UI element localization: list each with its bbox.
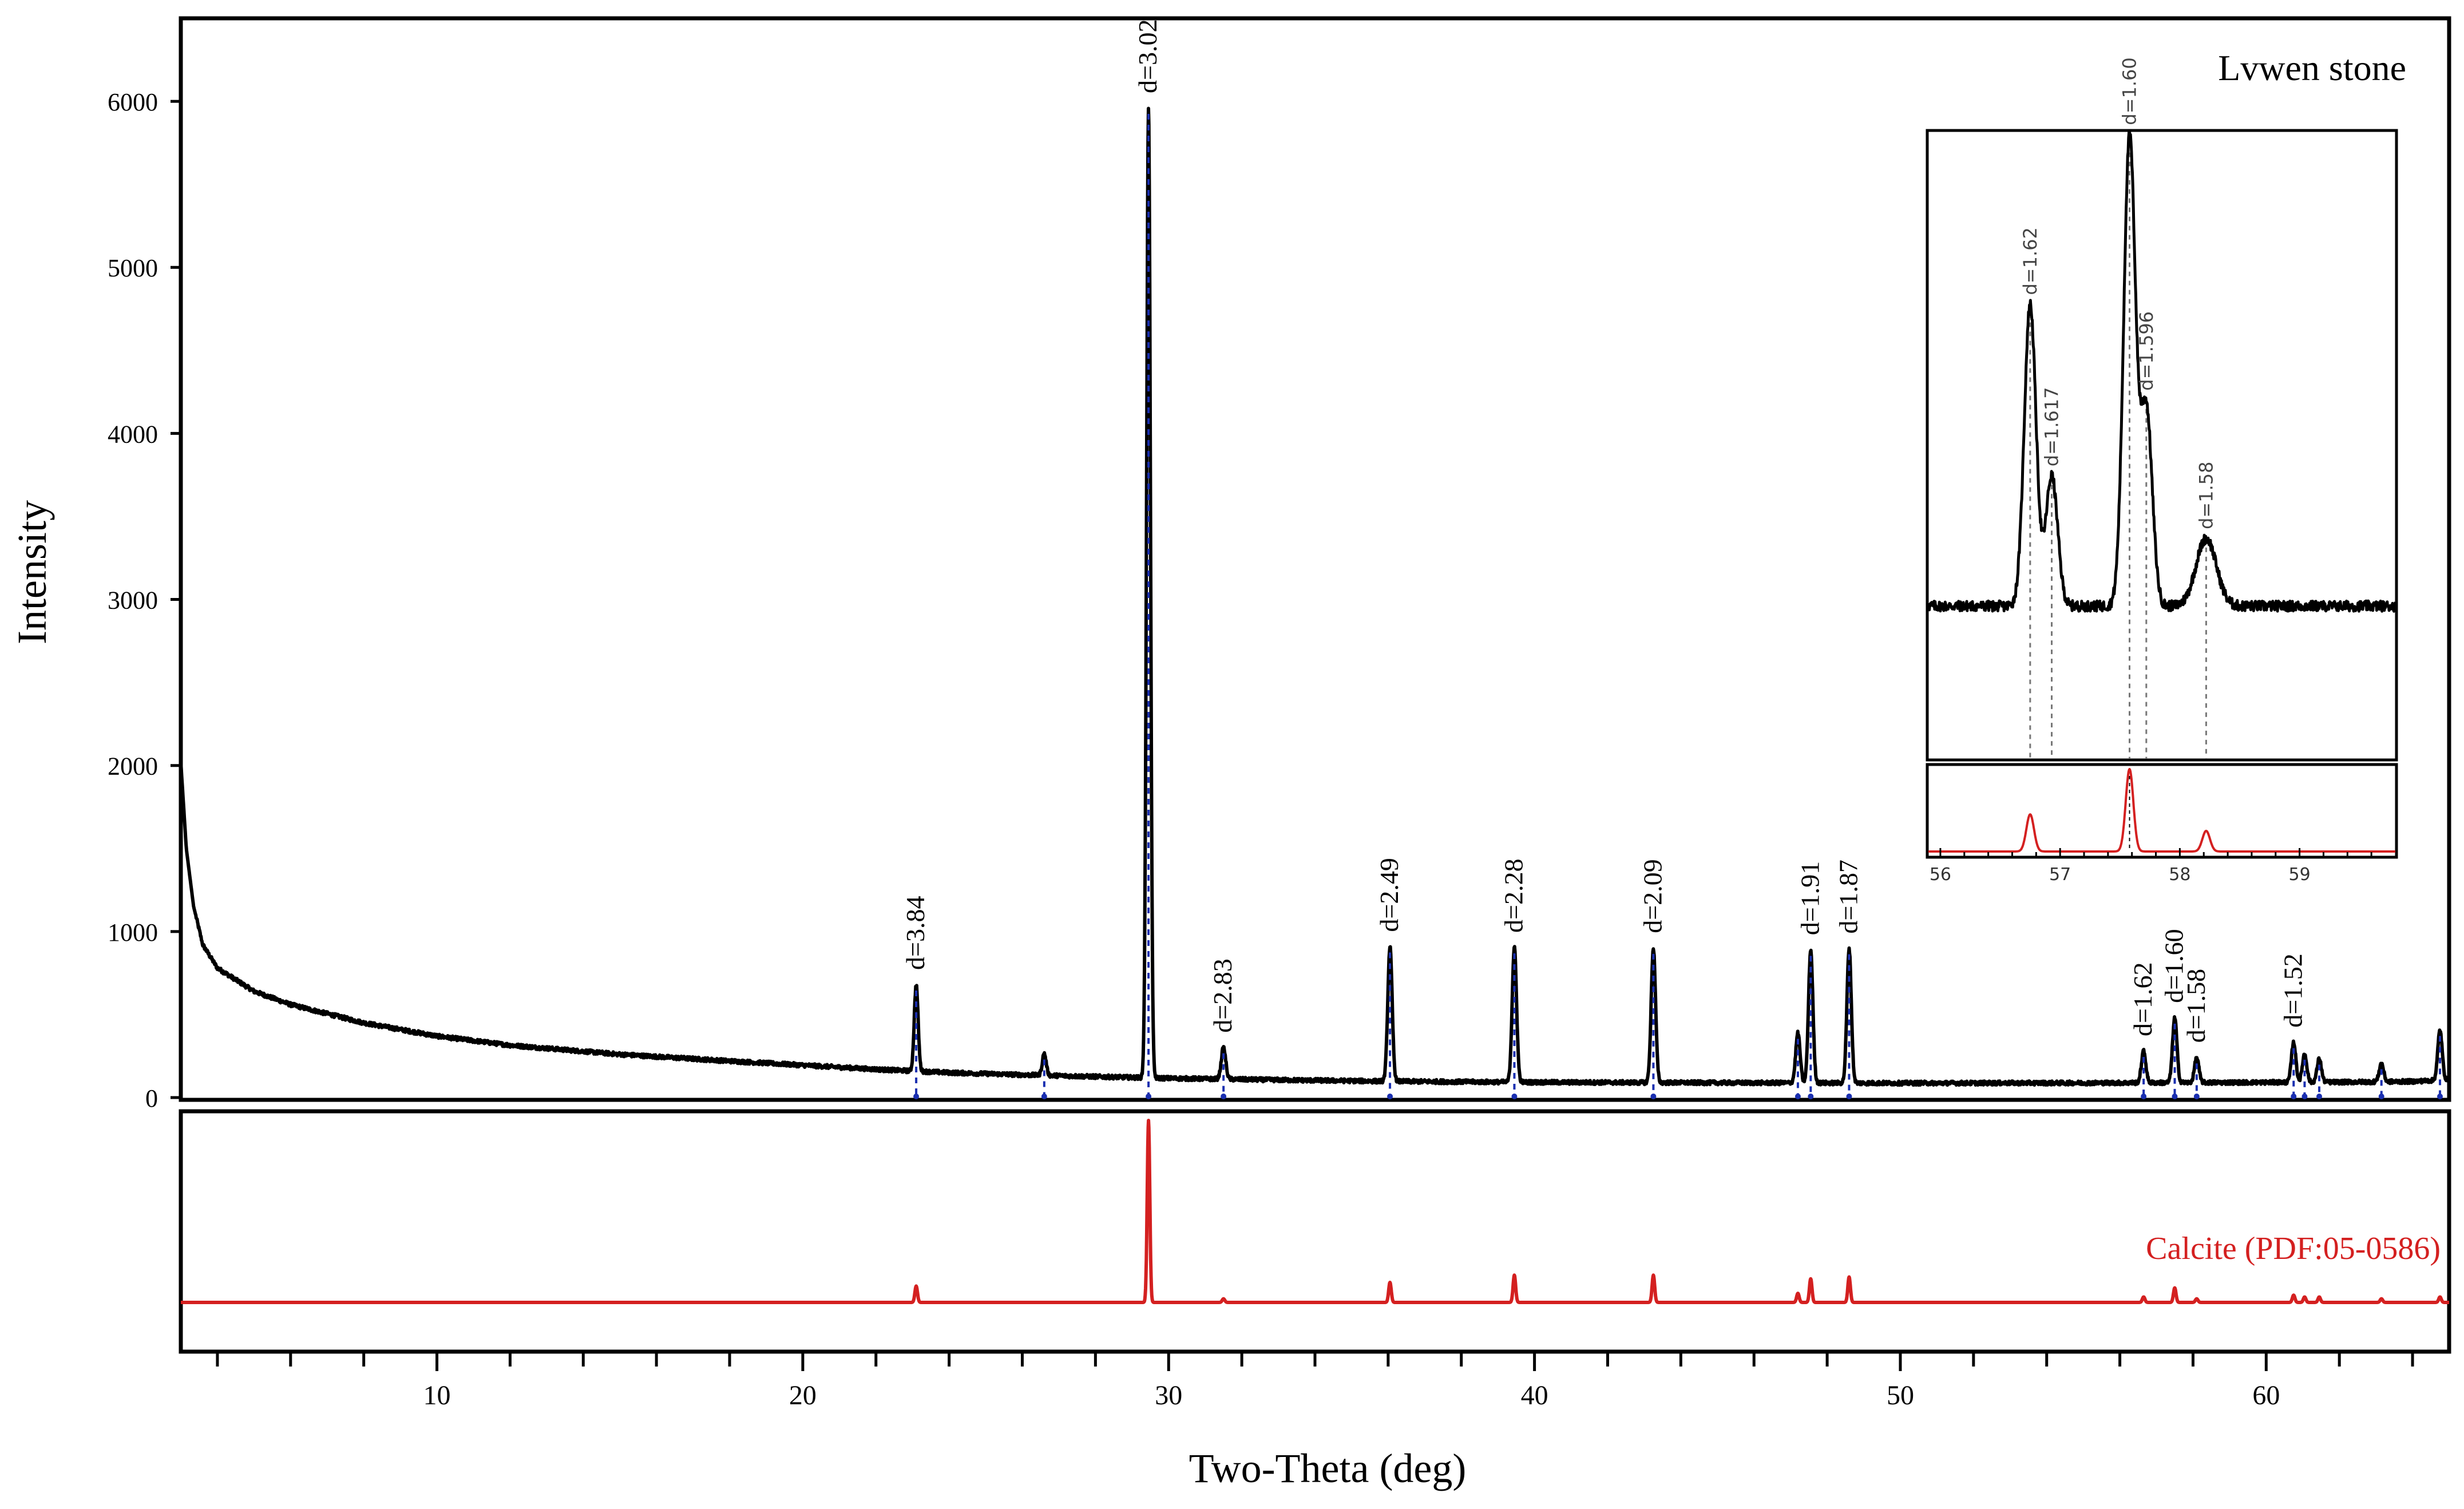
reference-label: Calcite (PDF:05-0586) — [2146, 1231, 2441, 1266]
y-tick-label-0: 0 — [145, 1084, 158, 1112]
sample-pattern-line — [179, 106, 2451, 1087]
inset-background — [1927, 130, 2396, 857]
peak-marker-dot-17 — [2437, 1094, 2443, 1099]
inset-peak-labels: d=1.62 d=1.617 d=1.60 d=1.596 d=1.58 — [2019, 57, 2217, 529]
peak-marker-dot-6 — [1650, 1094, 1657, 1099]
y-axis-ticks: 0 1000 2000 3000 4000 5000 6000 — [108, 88, 181, 1112]
x-tick-label-20: 20 — [789, 1380, 817, 1411]
peak-label-13: d=1.52 — [2278, 953, 2307, 1027]
peak-marker-dot-1 — [1041, 1094, 1047, 1099]
peak-label-2: d=3.02 — [1133, 19, 1162, 93]
peak-marker-dot-3 — [1221, 1094, 1227, 1099]
peak-label-10: d=1.62 — [2128, 963, 2157, 1036]
peak-label-8: d=1.91 — [1795, 861, 1824, 935]
peak-markers — [913, 114, 2443, 1099]
inset-peak-label-0: d=1.62 — [2019, 227, 2041, 295]
inset-peak-label-1: d=1.617 — [2041, 387, 2063, 466]
y-tick-label-2: 2000 — [108, 752, 158, 781]
x-tick-label-30: 30 — [1155, 1380, 1182, 1411]
peak-label-6: d=2.09 — [1638, 859, 1667, 933]
calcite-reference-line — [179, 1119, 2451, 1304]
peak-marker-dot-11 — [2172, 1094, 2178, 1099]
y-tick-label-5: 5000 — [108, 254, 158, 282]
peak-labels: d=3.84 d=3.02 d=2.83 d=2.49 d=2.28 d=2.09 d=1.… — [901, 19, 2307, 1043]
peak-label-5: d=2.28 — [1499, 859, 1528, 933]
peak-marker-dot-14 — [2301, 1094, 2308, 1099]
inset-upper-frame — [1926, 129, 2398, 762]
peak-marker-dot-16 — [2378, 1094, 2384, 1099]
main-plot-frame — [179, 16, 2451, 1102]
x-tick-label-10: 10 — [423, 1380, 451, 1411]
peak-label-4: d=2.49 — [1374, 858, 1404, 932]
inset-x-tick-label-57: 57 — [2049, 865, 2071, 885]
y-tick-label-1: 1000 — [108, 918, 158, 946]
sample-label: Lvwen stone — [2218, 47, 2406, 88]
peak-marker-dot-8 — [1808, 1094, 1814, 1099]
peak-marker-dot-2 — [1146, 1094, 1152, 1099]
inset-x-axis-ticks: 56 57 58 59 — [1930, 848, 2372, 885]
x-axis-label: Two-Theta (deg) — [1189, 1445, 1467, 1491]
inset-lower-frame — [1926, 763, 2398, 859]
inset-peak-label-2: d=1.60 — [2119, 57, 2141, 125]
inset-x-tick-label-58: 58 — [2169, 865, 2190, 885]
y-axis-label: Intensity — [9, 500, 55, 644]
peak-marker-dot-5 — [1511, 1094, 1518, 1099]
inset-x-tick-label-56: 56 — [1930, 865, 1951, 885]
peak-label-3: d=2.83 — [1208, 959, 1237, 1032]
inset-peak-label-3: d=1.596 — [2136, 311, 2157, 391]
peak-label-11: d=1.60 — [2160, 929, 2189, 1003]
x-tick-label-60: 60 — [2252, 1380, 2280, 1411]
peak-marker-dot-15 — [2316, 1094, 2323, 1099]
inset-guide-lines — [2029, 134, 2207, 851]
y-tick-label-4: 4000 — [108, 420, 158, 448]
peak-marker-dot-12 — [2193, 1094, 2200, 1099]
y-tick-label-3: 3000 — [108, 587, 158, 615]
y-tick-label-6: 6000 — [108, 88, 158, 116]
x-axis-ticks: 10 20 30 40 50 60 — [216, 1352, 2414, 1411]
peak-marker-dot-9 — [1846, 1094, 1852, 1099]
peak-marker-dot-0 — [913, 1094, 920, 1099]
peak-label-0: d=3.84 — [901, 896, 930, 970]
inset-sample-line — [1927, 130, 2397, 613]
inset-peak-label-4: d=1.58 — [2195, 462, 2217, 529]
peak-marker-dot-4 — [1387, 1094, 1393, 1099]
peak-marker-dot-10 — [2141, 1094, 2147, 1099]
reference-plot-frame — [179, 1109, 2451, 1354]
x-tick-label-40: 40 — [1521, 1380, 1548, 1411]
peak-marker-dot-7 — [1794, 1094, 1801, 1099]
reference-panel: Calcite (PDF:05-0586) — [179, 1109, 2451, 1354]
peak-label-12: d=1.58 — [2181, 969, 2211, 1043]
inset-x-tick-label-59: 59 — [2289, 865, 2311, 885]
x-tick-label-50: 50 — [1887, 1380, 1914, 1411]
inset-reference-line — [1927, 768, 2396, 853]
peak-marker-dot-13 — [2291, 1094, 2297, 1099]
peak-label-9: d=1.87 — [1834, 860, 1863, 933]
